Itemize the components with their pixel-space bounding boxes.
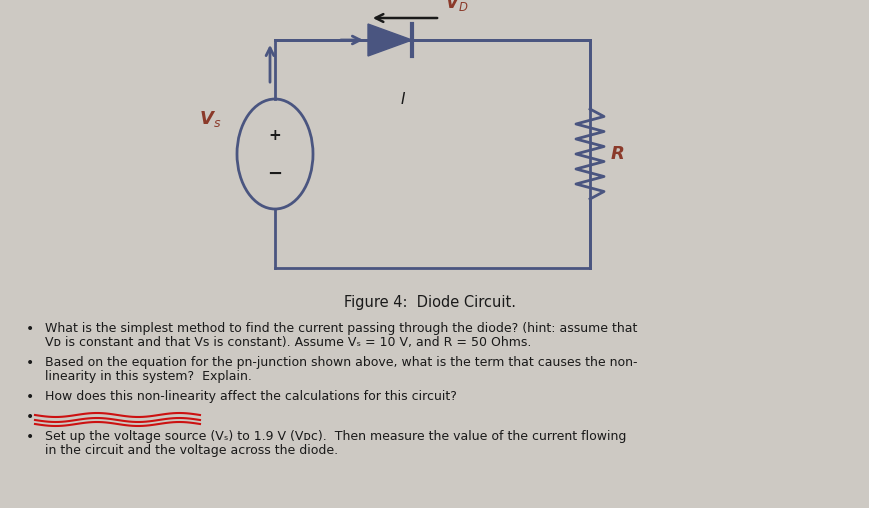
Text: •: •: [26, 390, 34, 404]
Text: What is the simplest method to find the current passing through the diode? (hint: What is the simplest method to find the …: [45, 322, 637, 335]
Text: •: •: [26, 322, 34, 336]
Text: •: •: [26, 410, 34, 424]
Polygon shape: [368, 24, 412, 56]
Text: linearity in this system?  Explain.: linearity in this system? Explain.: [45, 370, 252, 383]
Text: •: •: [26, 430, 34, 444]
Text: •: •: [26, 356, 34, 370]
Text: Based on the equation for the pn-junction shown above, what is the term that cau: Based on the equation for the pn-junctio…: [45, 356, 637, 369]
Text: R: R: [610, 145, 624, 163]
Text: Set up the voltage source (Vₛ) to 1.9 V (Vᴅᴄ).  Then measure the value of the cu: Set up the voltage source (Vₛ) to 1.9 V …: [45, 430, 626, 443]
Text: −: −: [267, 165, 282, 183]
Text: I: I: [400, 92, 404, 108]
Text: Figure 4:  Diode Circuit.: Figure 4: Diode Circuit.: [343, 295, 515, 310]
Text: How does this non-linearity affect the calculations for this circuit?: How does this non-linearity affect the c…: [45, 390, 456, 403]
Text: in the circuit and the voltage across the diode.: in the circuit and the voltage across th…: [45, 444, 338, 457]
Text: V$_s$: V$_s$: [198, 109, 221, 129]
Text: V$_D$: V$_D$: [444, 0, 468, 13]
Text: Vᴅ is constant and that Vs is constant). Assume Vₛ = 10 V, and R = 50 Ohms.: Vᴅ is constant and that Vs is constant).…: [45, 336, 531, 349]
Text: +: +: [269, 129, 281, 143]
